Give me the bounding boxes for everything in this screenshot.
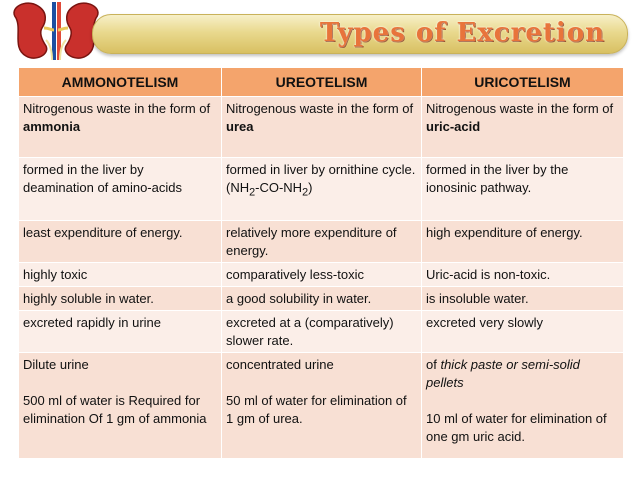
table-row: formed in the liver by deamination of am… <box>18 157 624 221</box>
cell-ammono-urine: Dilute urine 500 ml of water is Required… <box>18 352 222 459</box>
excretion-table: AMMONOTELISM UREOTELISM URICOTELISM Nitr… <box>18 67 624 459</box>
cell-ammono-energy: least expenditure of energy. <box>18 220 222 263</box>
header-row: AMMONOTELISM UREOTELISM URICOTELISM <box>18 67 624 97</box>
header-ureotelism: UREOTELISM <box>221 67 422 97</box>
cell-urico-urine: of thick paste or semi-solid pellets 10 … <box>421 352 624 459</box>
cell-ureo-energy: relatively more expenditure of energy. <box>221 220 422 263</box>
cell-urico-solubility: is insoluble water. <box>421 286 624 311</box>
page-title: Types of Excretion <box>319 18 605 48</box>
cell-ureo-urine: concentrated urine 50 ml of water for el… <box>221 352 422 459</box>
cell-ammono-solubility: highly soluble in water. <box>18 286 222 311</box>
table-row: Dilute urine 500 ml of water is Required… <box>18 352 624 459</box>
cell-urico-toxicity: Uric-acid is non-toxic. <box>421 262 624 287</box>
kidney-icon <box>13 2 99 61</box>
header-uricotelism: URICOTELISM <box>421 67 624 97</box>
table-row: highly toxic comparatively less-toxic Ur… <box>18 262 624 287</box>
cell-ureo-solubility: a good solubility in water. <box>221 286 422 311</box>
cell-ammono-form: Nitrogenous waste in the form of ammonia <box>18 96 222 158</box>
cell-urico-form: Nitrogenous waste in the form of uric-ac… <box>421 96 624 158</box>
cell-urico-rate: excreted very slowly <box>421 310 624 353</box>
table-row: least expenditure of energy. relatively … <box>18 220 624 263</box>
title-banner: Types of Excretion <box>0 0 638 62</box>
table-row: excreted rapidly in urine excreted at a … <box>18 310 624 353</box>
cell-ammono-rate: excreted rapidly in urine <box>18 310 222 353</box>
table-row: highly soluble in water. a good solubili… <box>18 286 624 311</box>
cell-urico-formed: formed in the liver by the ionosinic pat… <box>421 157 624 221</box>
table-row: Nitrogenous waste in the form of ammonia… <box>18 96 624 158</box>
cell-ureo-toxicity: comparatively less-toxic <box>221 262 422 287</box>
cell-ureo-form: Nitrogenous waste in the form of urea <box>221 96 422 158</box>
cell-urico-energy: high expenditure of energy. <box>421 220 624 263</box>
cell-ammono-formed: formed in the liver by deamination of am… <box>18 157 222 221</box>
cell-ureo-formed: formed in liver by ornithine cycle. (NH2… <box>221 157 422 221</box>
cell-ureo-rate: excreted at a (comparatively) slower rat… <box>221 310 422 353</box>
cell-ammono-toxicity: highly toxic <box>18 262 222 287</box>
header-ammonotelism: AMMONOTELISM <box>18 67 222 97</box>
title-bar: Types of Excretion <box>92 14 628 54</box>
